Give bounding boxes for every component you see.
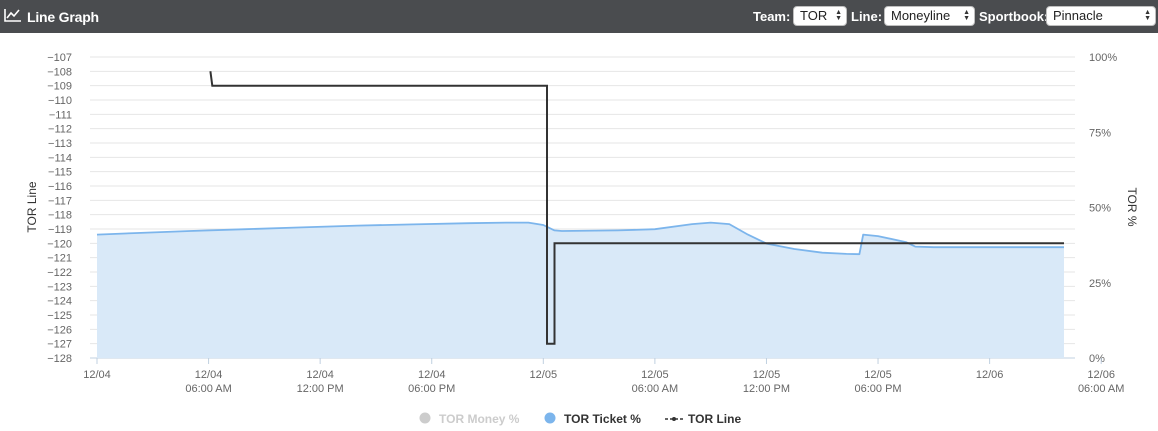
x-tick-day: 12/04: [306, 369, 334, 381]
left-tick-label: −128: [47, 353, 72, 365]
left-tick-label: −117: [48, 195, 72, 207]
right-tick-label: 75%: [1089, 127, 1111, 139]
x-tick-day: 12/06: [1087, 369, 1115, 381]
sportbook-select[interactable]: Pinnacle ▲ ▼: [1046, 6, 1156, 26]
legend-money-label: TOR Money %: [439, 412, 520, 426]
line-select[interactable]: Moneyline ▲ ▼: [884, 6, 975, 26]
x-tick-time: 06:00 PM: [854, 383, 901, 395]
updown-arrows-icon: ▲ ▼: [963, 9, 970, 22]
x-axis-ticks: 12/04 12/04 06:00 AM 12/04 12:00 PM 12/04 06:0…: [83, 358, 1124, 395]
left-tick-label: −114: [48, 152, 72, 164]
updown-arrows-icon: ▲ ▼: [1144, 9, 1151, 22]
right-tick-label: 0%: [1089, 353, 1105, 365]
legend-money-marker: [419, 412, 431, 424]
left-tick-label: −120: [47, 238, 72, 250]
left-axis-title: TOR Line: [25, 181, 39, 232]
left-tick-label: −119: [48, 224, 72, 236]
left-tick-label: −121: [47, 253, 72, 265]
left-tick-label: −113: [48, 138, 72, 150]
x-tick-time: 06:00 AM: [185, 383, 231, 395]
team-label: Team:: [753, 9, 791, 24]
page-title: Line Graph: [27, 9, 99, 25]
line-series-group: [209, 71, 1064, 345]
legend-ticket-marker: [544, 412, 556, 424]
right-axis-title: TOR %: [1125, 187, 1139, 226]
left-tick-label: −125: [47, 310, 72, 322]
ticket-area-fill: [97, 222, 1064, 358]
legend: TOR Money % TOR Ticket % TOR Line: [419, 412, 741, 426]
left-tick-label: −115: [48, 167, 72, 179]
x-tick-time: 06:00 AM: [1078, 383, 1124, 395]
line-chart-icon: [4, 8, 22, 27]
x-tick-time: 12:00 PM: [297, 383, 344, 395]
left-tick-label: −109: [47, 81, 72, 93]
legend-item-money[interactable]: TOR Money %: [419, 412, 520, 426]
x-tick-day: 12/05: [753, 369, 781, 381]
x-tick-time: 12:00 PM: [743, 383, 790, 395]
left-tick-label: −108: [47, 66, 72, 78]
left-tick-label: −112: [48, 124, 72, 136]
x-tick-day: 12/04: [418, 369, 446, 381]
left-tick-label: −123: [47, 281, 72, 293]
legend-line-label: TOR Line: [688, 412, 741, 426]
left-tick-label: −107: [47, 52, 72, 64]
x-tick-time: 06:00 AM: [632, 383, 678, 395]
x-tick-day: 12/05: [530, 369, 558, 381]
line-select-value: Moneyline: [891, 8, 951, 23]
left-tick-label: −122: [47, 267, 72, 279]
right-axis-ticks: 100% 75% 50% 25% 0%: [1089, 52, 1117, 365]
legend-item-line[interactable]: TOR Line: [665, 412, 741, 426]
x-tick-day: 12/04: [83, 369, 111, 381]
line-chart: −107 −108 −109 −110 −111 −112 −113 −114 −115 −116…: [25, 52, 1139, 426]
legend-ticket-label: TOR Ticket %: [564, 412, 641, 426]
line-label: Line:: [851, 9, 883, 24]
header-bar: Line Graph Team: TOR ▲ ▼ Line: Moneyline …: [0, 0, 1158, 33]
updown-arrows-icon: ▲ ▼: [835, 9, 842, 22]
left-tick-label: −116: [48, 181, 72, 193]
left-tick-label: −124: [47, 296, 72, 308]
left-axis-ticks: −107 −108 −109 −110 −111 −112 −113 −114 −115 −116…: [47, 52, 72, 365]
sportbook-select-value: Pinnacle: [1053, 8, 1103, 23]
x-tick-day: 12/05: [864, 369, 892, 381]
left-tick-label: −111: [49, 109, 72, 121]
team-select[interactable]: TOR ▲ ▼: [793, 6, 847, 26]
left-tick-label: −110: [48, 95, 72, 107]
sportbook-label: Sportbook:: [979, 9, 1049, 24]
left-tick-label: −118: [48, 210, 72, 222]
ticket-area-group: [96, 221, 1064, 358]
x-tick-day: 12/05: [641, 369, 669, 381]
left-tick-label: −127: [47, 339, 72, 351]
team-select-value: TOR: [800, 8, 828, 23]
right-tick-label: 100%: [1089, 52, 1117, 64]
right-tick-label: 50%: [1089, 203, 1111, 215]
ticket-line: [96, 221, 1064, 256]
legend-item-ticket[interactable]: TOR Ticket %: [544, 412, 642, 426]
right-tick-label: 25%: [1089, 278, 1111, 290]
legend-line-dot: [672, 417, 676, 421]
x-tick-day: 12/06: [976, 369, 1004, 381]
x-tick-time: 06:00 PM: [408, 383, 455, 395]
x-tick-day: 12/04: [195, 369, 223, 381]
tor-line-path: [209, 71, 1064, 345]
left-tick-label: −126: [47, 324, 72, 336]
